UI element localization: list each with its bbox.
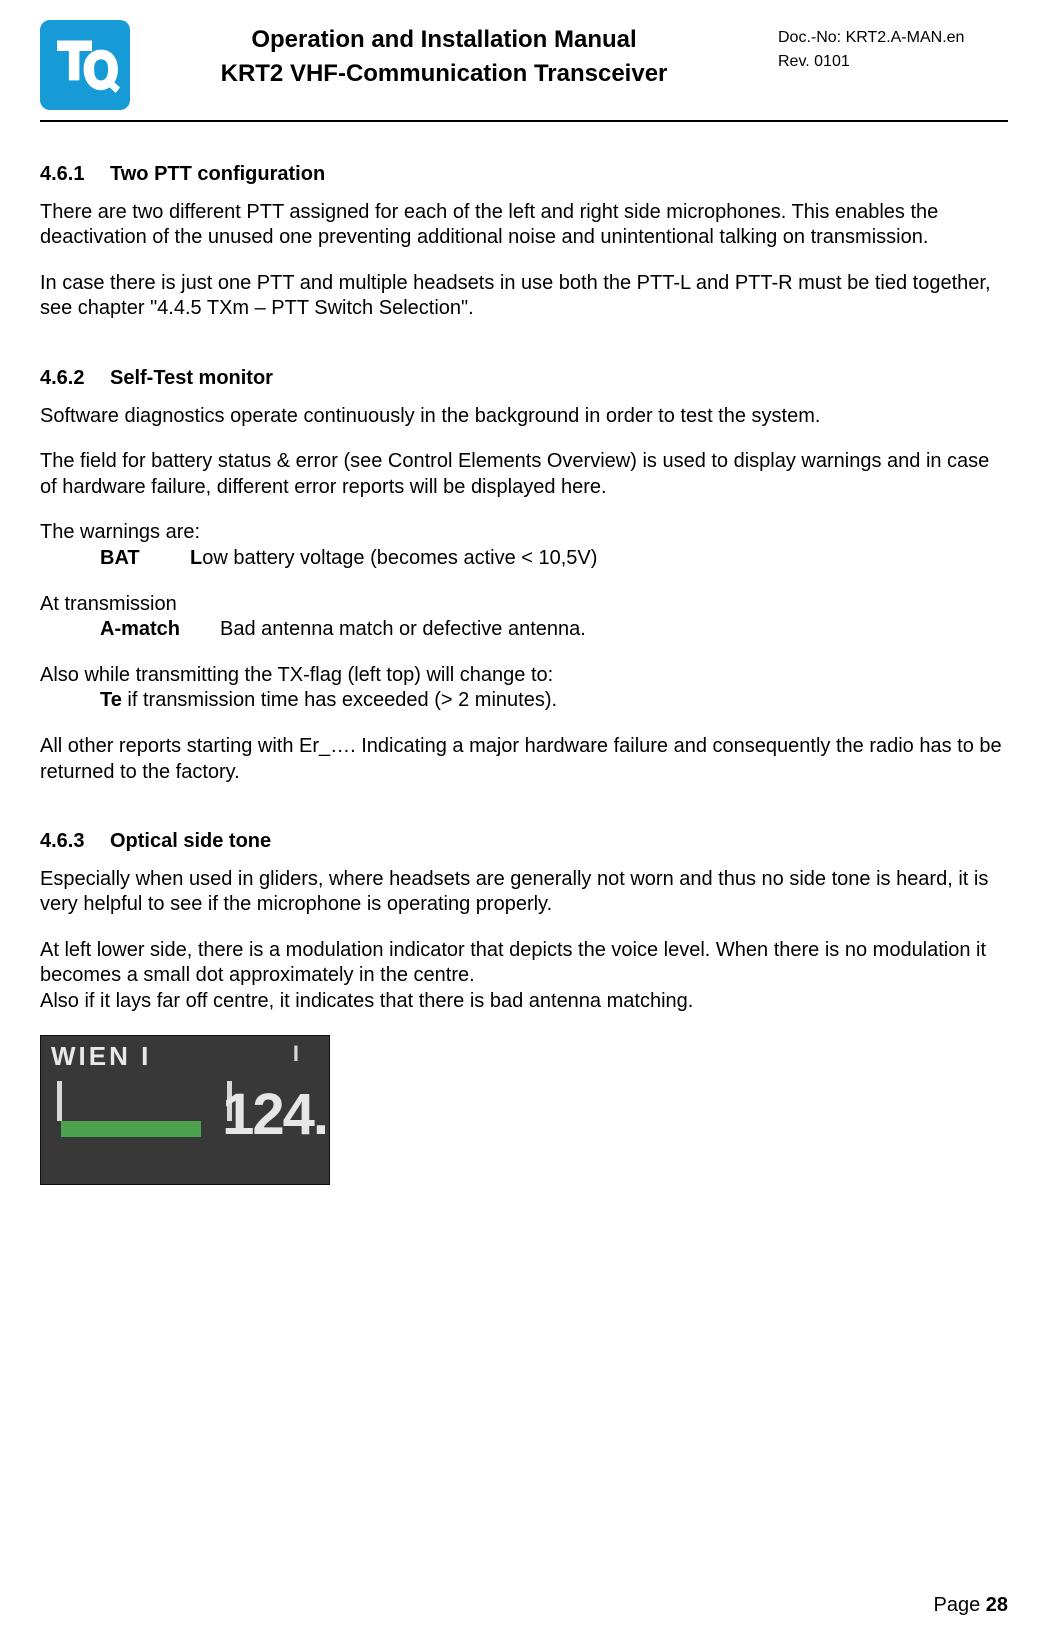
- paragraph: In case there is just one PTT and multip…: [40, 271, 1008, 322]
- display-tick-left: [57, 1081, 62, 1121]
- document-page: Operation and Installation Manual KRT2 V…: [0, 0, 1048, 1647]
- at-transmission-label: At transmission: [40, 592, 1008, 618]
- warning-desc: Bad antenna match or defective antenna.: [220, 618, 586, 640]
- section-heading-463: 4.6.3Optical side tone: [40, 829, 1008, 855]
- display-station-text: WIEN I: [51, 1040, 151, 1073]
- paragraph: Software diagnostics operate continuousl…: [40, 404, 1008, 430]
- paragraph: The field for battery status & error (se…: [40, 449, 1008, 500]
- section-heading-461: 4.6.1Two PTT configuration: [40, 162, 1008, 188]
- page-footer: Page 28: [933, 1594, 1008, 1617]
- rev-label: Rev.: [778, 53, 814, 70]
- page-label: Page: [933, 1594, 985, 1616]
- section-title: Self-Test monitor: [110, 367, 273, 389]
- company-logo: [40, 20, 130, 110]
- paragraph: Especially when used in gliders, where h…: [40, 867, 1008, 918]
- paragraph: Also if it lays far off centre, it indic…: [40, 989, 1008, 1015]
- display-frequency: 124.: [222, 1078, 327, 1152]
- page-number: 28: [986, 1594, 1008, 1616]
- warning-item-te: Te if transmission time has exceeded (> …: [40, 688, 1008, 714]
- section-number: 4.6.2: [40, 366, 110, 392]
- warning-desc-bold: L: [190, 547, 202, 569]
- warning-item-amatch: A-matchBad antenna match or defective an…: [40, 617, 1008, 643]
- warning-code: BAT: [100, 546, 190, 572]
- paragraph: There are two different PTT assigned for…: [40, 200, 1008, 251]
- rev-value: 0101: [814, 53, 850, 70]
- section-title: Optical side tone: [110, 830, 271, 852]
- section-title: Two PTT configuration: [110, 163, 325, 185]
- section-number: 4.6.3: [40, 829, 110, 855]
- doc-number-line: Doc.-No: KRT2.A-MAN.en: [778, 26, 1008, 50]
- display-bar-label: I: [293, 1040, 301, 1068]
- display-modulation-bar: [61, 1121, 201, 1137]
- paragraph: All other reports starting with Er_…. In…: [40, 734, 1008, 785]
- manual-title-line1: Operation and Installation Manual: [150, 26, 738, 54]
- revision-line: Rev. 0101: [778, 50, 1008, 74]
- warning-desc: ow battery voltage (becomes active < 10,…: [202, 547, 597, 569]
- warning-item-bat: BATLow battery voltage (becomes active <…: [40, 546, 1008, 572]
- header-divider: [40, 120, 1008, 122]
- paragraph: At left lower side, there is a modulatio…: [40, 938, 1008, 989]
- page-header: Operation and Installation Manual KRT2 V…: [40, 20, 1008, 110]
- warning-code: Te: [100, 689, 122, 711]
- section-number: 4.6.1: [40, 162, 110, 188]
- radio-display-image: WIEN I I 124.: [40, 1035, 330, 1185]
- doc-no-label: Doc.-No:: [778, 29, 846, 46]
- warning-desc: if transmission time has exceeded (> 2 m…: [122, 689, 557, 711]
- doc-no-value: KRT2.A-MAN.en: [846, 29, 965, 46]
- warning-code: A-match: [100, 617, 220, 643]
- warnings-label: The warnings are:: [40, 520, 1008, 546]
- page-content: 4.6.1Two PTT configuration There are two…: [40, 162, 1008, 1185]
- header-title-block: Operation and Installation Manual KRT2 V…: [150, 20, 738, 88]
- tq-logo-icon: [50, 30, 120, 100]
- also-transmitting-label: Also while transmitting the TX-flag (lef…: [40, 663, 1008, 689]
- header-doc-info: Doc.-No: KRT2.A-MAN.en Rev. 0101: [758, 20, 1008, 74]
- section-heading-462: 4.6.2Self-Test monitor: [40, 366, 1008, 392]
- manual-title-line2: KRT2 VHF-Communication Transceiver: [150, 60, 738, 88]
